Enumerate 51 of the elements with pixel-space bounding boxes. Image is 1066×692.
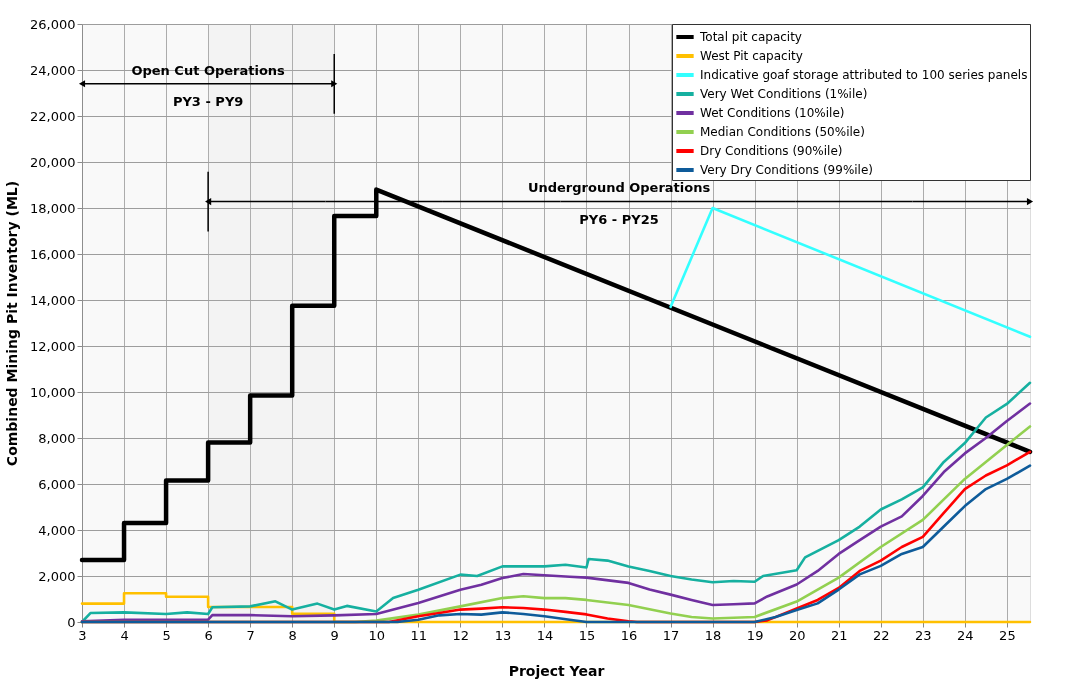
x-tick-label: 18 [704, 627, 722, 643]
x-tick-label: 23 [915, 627, 932, 643]
legend-label: Very Wet Conditions (1%ile) [700, 87, 868, 101]
legend-label: West Pit capacity [700, 49, 803, 63]
legend-label: Very Dry Conditions (99%ile) [700, 163, 874, 177]
x-tick-label: 16 [620, 627, 638, 643]
x-tick-label: 6 [204, 627, 213, 643]
y-tick-label: 22,000 [30, 108, 76, 124]
x-tick-label: 21 [830, 627, 848, 643]
x-tick-label: 10 [368, 627, 386, 643]
x-tick-label: 8 [288, 627, 297, 643]
x-tick-label: 11 [410, 627, 428, 643]
x-tick-label: 14 [536, 627, 554, 643]
x-tick-label: 13 [494, 627, 512, 643]
y-tick-label: 10,000 [30, 384, 76, 400]
y-tick-label: 4,000 [38, 522, 76, 538]
x-tick-label: 4 [120, 627, 129, 643]
x-tick-label: 12 [452, 627, 470, 643]
y-tick-label: 16,000 [30, 246, 76, 262]
x-tick-label: 22 [872, 627, 890, 643]
y-tick-label: 24,000 [30, 62, 76, 78]
y-tick-label: 6,000 [38, 476, 76, 492]
x-tick-label: 5 [162, 627, 171, 643]
annotation: PY3 - PY9 [172, 93, 244, 109]
x-axis-title: Project Year [508, 662, 605, 679]
x-tick-label: 9 [330, 627, 339, 643]
x-tick-label: 7 [246, 627, 255, 643]
x-tick-label: 15 [578, 627, 596, 643]
band-label: Open Cut Operations [131, 62, 286, 78]
x-tick-label: 19 [746, 627, 764, 643]
y-tick-label: 18,000 [30, 200, 76, 216]
legend-label: Dry Conditions (90%ile) [700, 144, 843, 158]
y-axis-title: Combined Mining Pit Inventory (ML) [4, 180, 21, 467]
y-tick-label: 20,000 [30, 154, 76, 170]
y-tick-label: 26,000 [30, 16, 76, 32]
y-tick-label: 14,000 [30, 292, 76, 308]
annotation: PY6 - PY25 [579, 211, 659, 227]
x-tick-label: 25 [999, 627, 1016, 643]
y-tick-label: 0 [67, 614, 76, 630]
legend-label: Wet Conditions (10%ile) [700, 106, 845, 120]
x-tick-label: 24 [957, 627, 974, 643]
legend-label: Median Conditions (50%ile) [700, 125, 865, 139]
y-tick-label: 8,000 [38, 430, 76, 446]
x-tick-label: 20 [788, 627, 806, 643]
x-tick-label: 3 [78, 627, 87, 643]
y-tick-label: 2,000 [38, 568, 76, 584]
y-tick-label: 12,000 [30, 338, 76, 354]
legend-label: Total pit capacity [699, 30, 802, 44]
x-tick-label: 17 [662, 627, 680, 643]
band-label: Underground Operations [527, 180, 711, 196]
legend-label: Indicative goaf storage attributed to 100 series panels [700, 68, 1028, 82]
